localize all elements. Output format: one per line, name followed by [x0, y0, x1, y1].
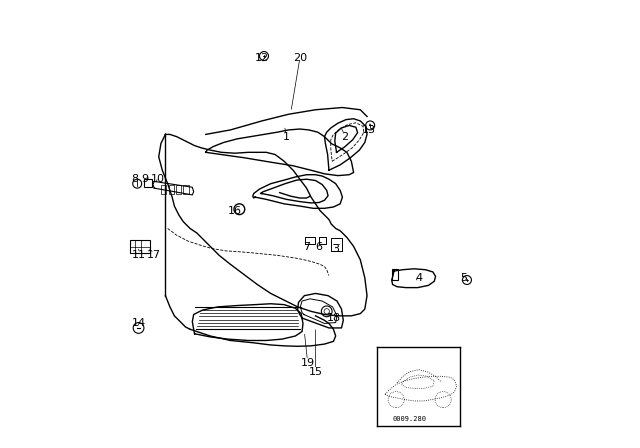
FancyBboxPatch shape — [392, 269, 398, 280]
Text: 7: 7 — [303, 242, 310, 252]
Text: 9: 9 — [141, 174, 149, 184]
Bar — [168, 185, 174, 194]
Text: 18: 18 — [326, 313, 340, 323]
Bar — [176, 185, 181, 194]
Text: 14: 14 — [131, 318, 146, 327]
Text: 3: 3 — [332, 244, 339, 254]
FancyBboxPatch shape — [145, 179, 152, 187]
Text: 16: 16 — [228, 206, 242, 215]
Text: 5: 5 — [460, 273, 467, 283]
Text: 8: 8 — [131, 174, 138, 184]
FancyBboxPatch shape — [130, 240, 150, 253]
Bar — [184, 185, 189, 194]
Text: 12: 12 — [255, 53, 269, 63]
Text: 17: 17 — [147, 250, 161, 260]
Text: 15: 15 — [308, 367, 323, 377]
Bar — [161, 185, 166, 194]
Text: 2: 2 — [341, 132, 348, 142]
Text: 10: 10 — [151, 174, 165, 184]
Text: 19: 19 — [300, 358, 314, 368]
Text: 20: 20 — [292, 53, 307, 63]
Text: 4: 4 — [415, 273, 422, 283]
Text: 13: 13 — [362, 125, 376, 135]
Text: 1: 1 — [283, 132, 290, 142]
Text: 6: 6 — [315, 242, 322, 252]
Text: 11: 11 — [132, 250, 145, 260]
Text: 0009.280: 0009.280 — [392, 416, 427, 422]
